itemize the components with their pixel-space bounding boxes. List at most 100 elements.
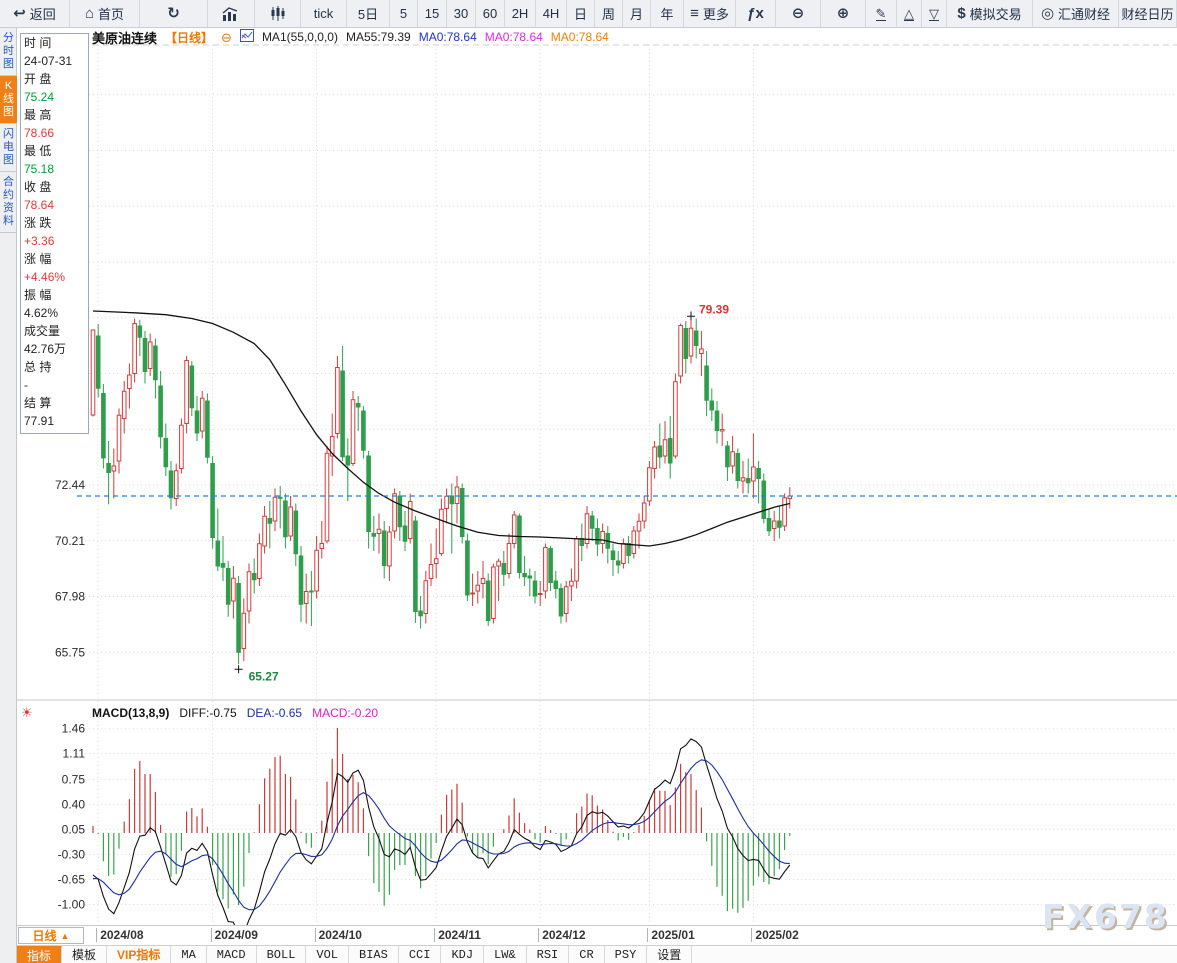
collapse-minus-icon[interactable]: ⊖ bbox=[221, 29, 232, 45]
toolbar-button-财经日历[interactable]: 财经日历 bbox=[1119, 0, 1177, 27]
toolbar-button-tick[interactable]: tick bbox=[301, 0, 347, 27]
toolbar-button-5日[interactable]: 5日 bbox=[347, 0, 390, 27]
toolbar-button-candlestick[interactable] bbox=[255, 0, 301, 27]
toolbar-button-fx[interactable]: ƒx bbox=[736, 0, 776, 27]
sidebar-tab-K线图[interactable]: K线图 bbox=[0, 76, 17, 124]
candle-body bbox=[413, 520, 418, 612]
toolbar-button-pencil[interactable]: ✎ bbox=[866, 0, 897, 27]
toolbar-button-triangle-up[interactable]: △ bbox=[897, 0, 922, 27]
info-value: 42.76万 bbox=[24, 342, 67, 356]
indicator-tab-CCI[interactable]: CCI bbox=[399, 946, 442, 963]
candle-body bbox=[626, 543, 631, 556]
toolbar-button-周[interactable]: 周 bbox=[595, 0, 623, 27]
indicator-tab-VIP指标[interactable]: VIP指标 bbox=[107, 946, 172, 963]
candle-body bbox=[142, 338, 148, 372]
sidebar-tab-闪电图[interactable]: 闪电图 bbox=[0, 124, 17, 172]
toolbar-button-5[interactable]: 5 bbox=[390, 0, 418, 27]
toolbar-button-zoom-out[interactable]: ⊖ bbox=[776, 0, 821, 27]
candle-body bbox=[522, 573, 527, 578]
toolbar-button-huitong-logo[interactable]: ◎ 汇通财经 bbox=[1033, 0, 1119, 27]
toolbar-button-menu[interactable]: ≡ 更多 bbox=[684, 0, 736, 27]
info-label: 开 盘 bbox=[24, 72, 52, 86]
toolbar-button-15[interactable]: 15 bbox=[418, 0, 447, 27]
candle-body bbox=[506, 543, 512, 574]
candle-body bbox=[225, 568, 231, 605]
candle-body bbox=[210, 463, 215, 538]
indicator-tab-BOLL[interactable]: BOLL bbox=[257, 946, 307, 963]
candle-body bbox=[335, 367, 340, 434]
toolbar-button-triangle-down[interactable]: ▽ bbox=[922, 0, 947, 27]
period-selector-arrow-icon: ▲ bbox=[60, 930, 70, 941]
indicator-tab-PSY[interactable]: PSY bbox=[605, 946, 648, 963]
candle-body bbox=[132, 323, 137, 374]
toolbar-button-60[interactable]: 60 bbox=[476, 0, 505, 27]
chart-canvas[interactable]: 72.44 70.21 67.98 65.75 79.39 65.27 1.46 1.11 0.… bbox=[17, 28, 1177, 925]
indicator-tab-BIAS[interactable]: BIAS bbox=[349, 946, 399, 963]
mini-chart-icon[interactable] bbox=[239, 29, 254, 45]
toolbar-button-bar-chart[interactable] bbox=[208, 0, 255, 27]
candle-body bbox=[709, 400, 715, 411]
toolbar-button-label: 4H bbox=[542, 6, 560, 21]
candle-body bbox=[745, 478, 751, 484]
candle-body bbox=[387, 531, 392, 567]
candlestick-icon bbox=[271, 6, 284, 21]
toolbar-button-dollar[interactable]: $ 模拟交易 bbox=[947, 0, 1033, 27]
candle-body bbox=[652, 446, 657, 469]
indicator-settings-icon[interactable]: ☀ bbox=[21, 705, 33, 720]
sidebar-tab-合约资料[interactable]: 合约资料 bbox=[0, 172, 17, 233]
candle-body bbox=[168, 470, 174, 499]
indicator-tab-MA[interactable]: MA bbox=[171, 946, 207, 963]
candle-body bbox=[657, 445, 663, 458]
sidebar-tab-分时图[interactable]: 分时图 bbox=[0, 28, 17, 76]
month-label: 2024/08 bbox=[96, 928, 144, 942]
toolbar-button-label: 60 bbox=[482, 6, 498, 21]
candle-body bbox=[532, 580, 538, 597]
top-toolbar: ↩ 返回 ⌂ 首页 ↻ tick 5日 5 15 30 60 2H 4H 日周月年 ≡ 更多 ƒx ⊖ ⊕ ✎ △ ▽ $ 模… bbox=[0, 0, 1177, 28]
candle-body bbox=[511, 514, 517, 544]
info-value: 75.24 bbox=[24, 90, 55, 104]
toolbar-button-refresh[interactable]: ↻ bbox=[140, 0, 208, 27]
toolbar-button-日[interactable]: 日 bbox=[567, 0, 595, 27]
indicator-tab-VOL[interactable]: VOL bbox=[306, 946, 350, 963]
candle-body bbox=[641, 502, 647, 522]
indicator-tab-RSI[interactable]: RSI bbox=[527, 946, 570, 963]
indicator-tab-MACD[interactable]: MACD bbox=[207, 946, 257, 963]
toolbar-button-back-arrow[interactable]: ↩ 返回 bbox=[0, 0, 70, 27]
indicator-tab-CR[interactable]: CR bbox=[569, 946, 605, 963]
toolbar-button-zoom-in[interactable]: ⊕ bbox=[821, 0, 866, 27]
candle-body bbox=[90, 329, 96, 416]
candle-body bbox=[678, 325, 683, 377]
indicator-tab-LW&[interactable]: LW& bbox=[484, 946, 527, 963]
candle-body bbox=[636, 520, 642, 532]
candle-body bbox=[647, 467, 652, 502]
candle-body bbox=[350, 399, 356, 464]
candle-body bbox=[324, 452, 330, 542]
candle-body bbox=[459, 488, 465, 537]
info-value: - bbox=[24, 378, 28, 392]
indicator-tab-指标[interactable]: 指标 bbox=[17, 946, 63, 963]
dollar-icon: $ bbox=[957, 5, 966, 22]
toolbar-button-30[interactable]: 30 bbox=[447, 0, 476, 27]
candle-body bbox=[106, 463, 111, 473]
info-label: 涨 幅 bbox=[24, 252, 52, 266]
toolbar-button-月[interactable]: 月 bbox=[623, 0, 651, 27]
period-selector[interactable]: 日线 ▲ bbox=[18, 927, 84, 944]
candle-body bbox=[298, 555, 304, 605]
candle-body bbox=[501, 563, 507, 575]
toolbar-button-2H[interactable]: 2H bbox=[505, 0, 536, 27]
candle-body bbox=[584, 513, 590, 544]
indicator-tab-模板[interactable]: 模板 bbox=[62, 946, 108, 963]
info-value: +3.36 bbox=[24, 234, 55, 248]
toolbar-button-label: 2H bbox=[511, 6, 529, 21]
toolbar-button-label: 日 bbox=[573, 7, 587, 22]
toolbar-button-home[interactable]: ⌂ 首页 bbox=[70, 0, 140, 27]
toolbar-button-4H[interactable]: 4H bbox=[536, 0, 567, 27]
candle-body bbox=[517, 515, 522, 573]
indicator-tab-设置[interactable]: 设置 bbox=[647, 946, 693, 963]
toolbar-button-年[interactable]: 年 bbox=[651, 0, 684, 27]
indicator-tab-KDJ[interactable]: KDJ bbox=[441, 946, 485, 963]
candle-body bbox=[189, 365, 195, 409]
candle-body bbox=[179, 424, 184, 469]
info-label: 最 低 bbox=[24, 144, 52, 158]
candle-body bbox=[610, 550, 616, 560]
